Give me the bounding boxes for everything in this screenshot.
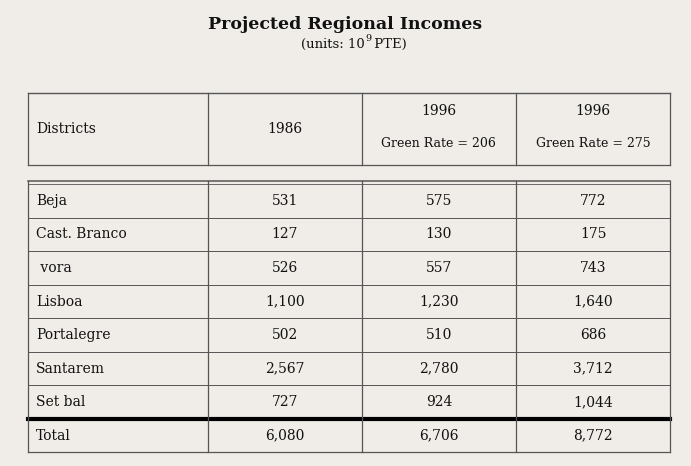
Text: vora: vora	[36, 261, 72, 275]
Text: 6,706: 6,706	[419, 429, 459, 443]
Text: Portalegre: Portalegre	[36, 328, 111, 342]
Text: 2,567: 2,567	[265, 362, 305, 376]
Text: Green Rate = 275: Green Rate = 275	[536, 137, 650, 150]
Text: 1996: 1996	[576, 104, 611, 118]
Text: 1996: 1996	[422, 104, 457, 118]
Text: Districts: Districts	[36, 122, 96, 137]
Text: 1,044: 1,044	[574, 395, 613, 409]
Text: 8,772: 8,772	[574, 429, 613, 443]
Text: Projected Regional Incomes: Projected Regional Incomes	[209, 16, 482, 33]
Text: 2,780: 2,780	[419, 362, 459, 376]
Text: PTE): PTE)	[370, 38, 407, 51]
Text: 531: 531	[272, 194, 298, 208]
Text: 510: 510	[426, 328, 452, 342]
Text: Lisboa: Lisboa	[36, 295, 82, 308]
Text: 502: 502	[272, 328, 298, 342]
Text: 175: 175	[580, 227, 607, 241]
Text: (units: 10: (units: 10	[301, 38, 364, 51]
Text: 1,100: 1,100	[265, 295, 305, 308]
Text: 557: 557	[426, 261, 452, 275]
Text: 743: 743	[580, 261, 607, 275]
Text: Beja: Beja	[36, 194, 67, 208]
Text: 130: 130	[426, 227, 452, 241]
Text: 3,712: 3,712	[574, 362, 613, 376]
Text: 772: 772	[580, 194, 607, 208]
Text: Cast. Branco: Cast. Branco	[36, 227, 126, 241]
Text: Set bal: Set bal	[36, 395, 85, 409]
Text: 526: 526	[272, 261, 298, 275]
Text: 1986: 1986	[267, 122, 302, 137]
Text: 924: 924	[426, 395, 452, 409]
Text: Total: Total	[36, 429, 70, 443]
Text: 727: 727	[272, 395, 298, 409]
Text: 6,080: 6,080	[265, 429, 304, 443]
Text: 1,640: 1,640	[574, 295, 613, 308]
Text: 575: 575	[426, 194, 452, 208]
Text: Santarem: Santarem	[36, 362, 105, 376]
Text: 686: 686	[580, 328, 606, 342]
Text: 9: 9	[365, 34, 371, 43]
Text: 1,230: 1,230	[419, 295, 459, 308]
Text: 127: 127	[272, 227, 298, 241]
Text: Green Rate = 206: Green Rate = 206	[381, 137, 496, 150]
